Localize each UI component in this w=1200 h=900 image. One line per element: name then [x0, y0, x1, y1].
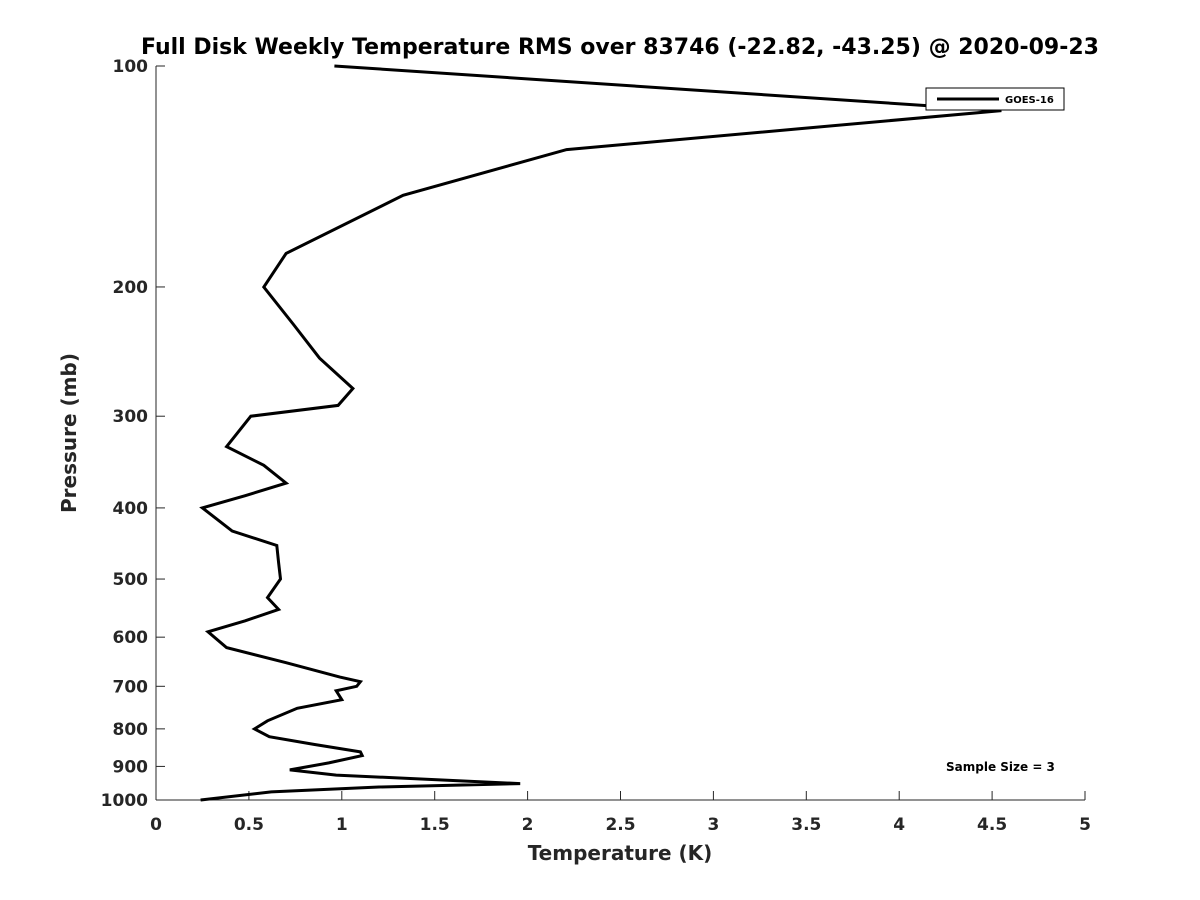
- y-tick-label: 700: [113, 677, 149, 697]
- x-tick-label: 4: [893, 815, 905, 835]
- y-tick-label: 500: [113, 570, 149, 590]
- chart-title: Full Disk Weekly Temperature RMS over 83…: [141, 35, 1099, 60]
- y-tick-label: 600: [113, 628, 149, 648]
- x-tick-label: 0.5: [234, 815, 264, 835]
- plot-area: [156, 66, 1085, 800]
- x-tick-label: 2.5: [605, 815, 635, 835]
- x-axis-label: Temperature (K): [528, 841, 713, 865]
- x-tick-label: 5: [1079, 815, 1091, 835]
- sample-size-annotation: Sample Size = 3: [946, 760, 1055, 774]
- x-tick-label: 3.5: [791, 815, 821, 835]
- x-tick-label: 4.5: [977, 815, 1007, 835]
- series-line-goes-16: [199, 64, 1002, 802]
- y-tick-label: 300: [113, 407, 149, 427]
- y-tick-label: 100: [113, 57, 149, 77]
- x-tick-label: 3: [707, 815, 719, 835]
- legend-label-goes-16: GOES-16: [1005, 95, 1054, 106]
- x-tick-label: 2: [522, 815, 534, 835]
- y-tick-label: 200: [113, 278, 149, 298]
- y-tick-label: 400: [113, 499, 149, 519]
- legend: GOES-16: [925, 87, 1065, 111]
- y-axis: 100 200 300 400 500 600 700 800 900 1000: [101, 57, 165, 811]
- y-tick-label: 900: [113, 757, 149, 777]
- x-tick-label: 0: [150, 815, 162, 835]
- y-tick-label: 1000: [101, 791, 148, 811]
- x-tick-label: 1.5: [420, 815, 450, 835]
- y-tick-label: 800: [113, 720, 149, 740]
- series-layer: [199, 64, 1002, 802]
- x-tick-label: 1: [336, 815, 348, 835]
- y-axis-label: Pressure (mb): [57, 353, 81, 513]
- x-axis: 0 0.5 1 1.5 2 2.5 3 3.5 4 4.5 5: [150, 791, 1091, 835]
